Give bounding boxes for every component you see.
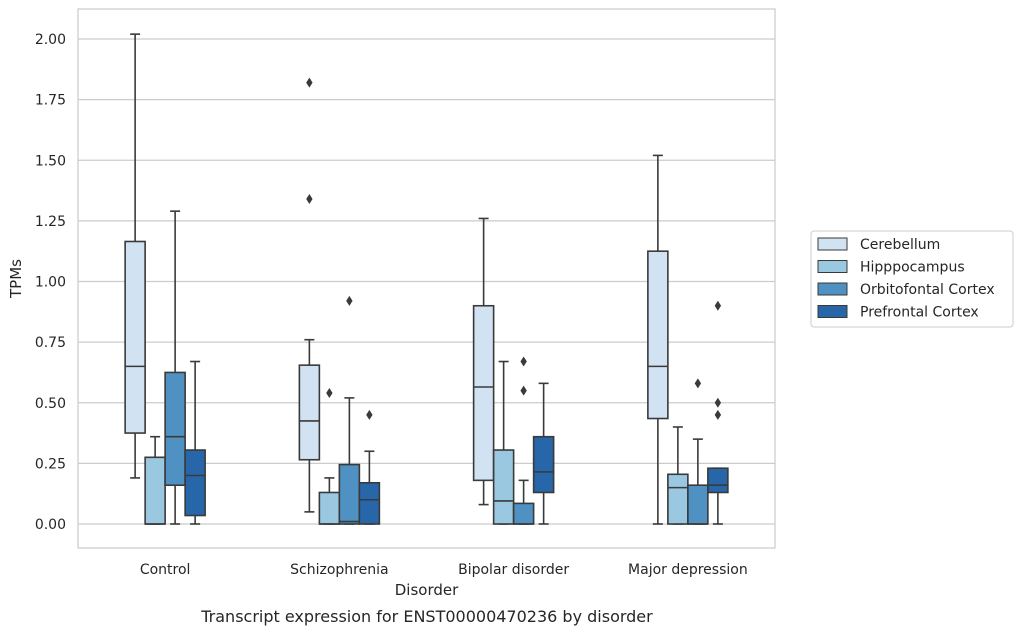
- box: [144, 456, 166, 525]
- box: [667, 473, 689, 525]
- outlier-point: [694, 378, 702, 389]
- x-tick-label: Schizophrenia: [290, 562, 388, 578]
- box: [647, 250, 669, 420]
- legend-swatch: [817, 282, 848, 296]
- outlier-point: [306, 77, 313, 88]
- x-axis-label: Disorder: [395, 581, 459, 599]
- y-tick-label: 0.75: [35, 335, 66, 351]
- legend-frame: [810, 230, 1014, 328]
- legend-label: Hipppocampus: [860, 260, 965, 276]
- box: [707, 467, 729, 494]
- series-group: [184, 300, 729, 525]
- box: [492, 449, 515, 525]
- box: [184, 449, 206, 517]
- y-tick-label: 0.00: [35, 517, 66, 533]
- outlier-point: [306, 194, 313, 205]
- y-tick-label: 1.50: [35, 153, 66, 169]
- legend-swatch: [817, 237, 848, 251]
- y-tick-label: 1.00: [35, 275, 66, 291]
- y-axis-ticks: 0.00 0.25 0.50 0.75 1.00 1.25 1.50 1.75 2.00: [35, 32, 66, 533]
- outlier-point: [714, 397, 722, 408]
- series-group: [164, 210, 709, 525]
- x-axis-ticks: Control Schizophrenia Bipolar disorder Majo…: [140, 562, 748, 578]
- box: [532, 435, 555, 494]
- legend-label: Prefrontal Cortex: [860, 305, 979, 321]
- box: [164, 371, 186, 486]
- legend: Cerebellum Hipppocampus Orbitofontal Corte…: [810, 230, 1014, 328]
- series-group: [124, 33, 669, 525]
- box: [318, 491, 341, 525]
- box-series: [124, 33, 729, 525]
- y-axis-label: TPMs: [7, 259, 25, 299]
- outlier-point: [714, 300, 722, 311]
- series-group: [144, 360, 689, 525]
- y-tick-label: 0.50: [35, 396, 66, 412]
- y-tick-label: 0.25: [35, 456, 66, 472]
- box: [338, 463, 361, 525]
- outlier-point: [520, 385, 527, 396]
- outlier-point: [714, 409, 722, 420]
- outlier-point: [520, 356, 527, 367]
- legend-label: Cerebellum: [860, 237, 940, 253]
- plot-frame: [77, 8, 776, 549]
- y-tick-label: 2.00: [35, 32, 66, 48]
- outlier-point: [366, 409, 373, 420]
- box: [298, 364, 321, 461]
- y-tick-label: 1.75: [35, 93, 66, 109]
- legend-label: Orbitofontal Cortex: [860, 282, 995, 298]
- legend-swatch: [817, 260, 848, 273]
- outlier-point: [326, 388, 333, 399]
- box: [472, 304, 495, 482]
- x-tick-label: Major depression: [628, 562, 748, 578]
- box: [124, 240, 146, 434]
- x-tick-label: Bipolar disorder: [458, 562, 569, 578]
- chart-caption: Transcript expression for ENST0000047023…: [200, 607, 653, 626]
- legend-swatch: [817, 305, 848, 318]
- y-tick-label: 1.25: [35, 214, 66, 230]
- box: [687, 484, 709, 525]
- x-tick-label: Control: [140, 562, 191, 578]
- box: [358, 481, 381, 525]
- outlier-point: [346, 295, 353, 306]
- box: [512, 502, 535, 525]
